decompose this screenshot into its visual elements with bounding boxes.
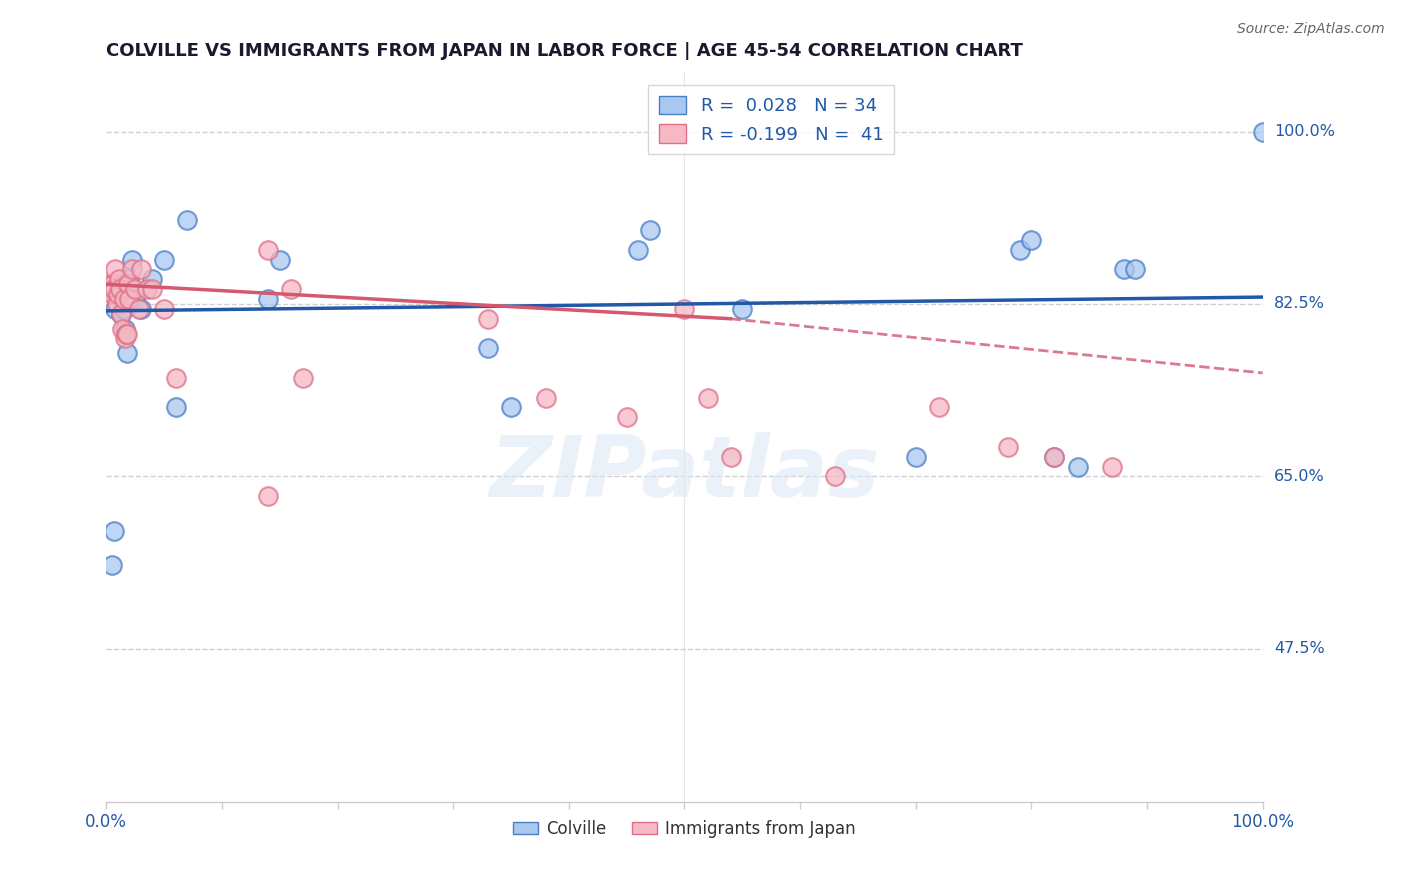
Point — [115, 326, 138, 341]
Point — [118, 292, 141, 306]
Point — [534, 391, 557, 405]
Point — [257, 292, 280, 306]
Point — [673, 301, 696, 316]
Point — [165, 401, 187, 415]
Point — [103, 282, 125, 296]
Point — [1043, 450, 1066, 464]
Point — [112, 292, 135, 306]
Point — [105, 297, 128, 311]
Text: COLVILLE VS IMMIGRANTS FROM JAPAN IN LABOR FORCE | AGE 45-54 CORRELATION CHART: COLVILLE VS IMMIGRANTS FROM JAPAN IN LAB… — [107, 42, 1024, 60]
Point — [110, 307, 132, 321]
Point — [98, 277, 121, 292]
Point — [1043, 450, 1066, 464]
Point — [128, 301, 150, 316]
Point — [616, 410, 638, 425]
Point — [477, 311, 499, 326]
Point — [103, 524, 125, 538]
Point — [118, 272, 141, 286]
Point — [135, 282, 157, 296]
Point — [107, 277, 129, 292]
Point — [121, 262, 143, 277]
Text: 100.0%: 100.0% — [1274, 124, 1334, 139]
Point — [928, 401, 950, 415]
Point — [1008, 243, 1031, 257]
Point — [100, 282, 122, 296]
Point — [108, 287, 131, 301]
Point — [111, 321, 134, 335]
Point — [129, 301, 152, 316]
Text: ZIPatlas: ZIPatlas — [489, 432, 880, 515]
Point — [115, 346, 138, 360]
Point — [115, 326, 138, 341]
Point — [124, 292, 146, 306]
Point — [129, 262, 152, 277]
Legend: Colville, Immigrants from Japan: Colville, Immigrants from Japan — [506, 813, 862, 845]
Point — [731, 301, 754, 316]
Point — [110, 307, 132, 321]
Point — [1112, 262, 1135, 277]
Point — [1101, 459, 1123, 474]
Point — [153, 301, 176, 316]
Point — [101, 287, 124, 301]
Text: 65.0%: 65.0% — [1274, 469, 1324, 484]
Text: 82.5%: 82.5% — [1274, 296, 1324, 311]
Point — [280, 282, 302, 296]
Point — [997, 440, 1019, 454]
Point — [117, 277, 139, 292]
Point — [165, 371, 187, 385]
Point — [112, 301, 135, 316]
Point — [114, 331, 136, 345]
Point — [638, 223, 661, 237]
Point — [1066, 459, 1088, 474]
Point — [153, 252, 176, 267]
Point — [141, 282, 163, 296]
Point — [499, 401, 522, 415]
Point — [257, 489, 280, 503]
Point — [1251, 124, 1274, 138]
Point — [257, 243, 280, 257]
Point — [101, 558, 124, 573]
Point — [1125, 262, 1147, 277]
Point — [141, 272, 163, 286]
Point — [121, 252, 143, 267]
Point — [176, 213, 198, 227]
Point — [477, 341, 499, 355]
Point — [104, 287, 127, 301]
Point — [108, 272, 131, 286]
Point — [124, 282, 146, 296]
Point — [627, 243, 650, 257]
Point — [904, 450, 927, 464]
Point — [104, 301, 127, 316]
Point — [1021, 233, 1043, 247]
Point — [696, 391, 718, 405]
Text: Source: ZipAtlas.com: Source: ZipAtlas.com — [1237, 22, 1385, 37]
Point — [269, 252, 291, 267]
Point — [107, 282, 129, 296]
Point — [101, 277, 124, 292]
Point — [107, 287, 129, 301]
Point — [114, 321, 136, 335]
Point — [824, 469, 846, 483]
Point — [108, 282, 131, 296]
Point — [291, 371, 314, 385]
Point — [104, 262, 127, 277]
Text: 47.5%: 47.5% — [1274, 641, 1324, 657]
Point — [720, 450, 742, 464]
